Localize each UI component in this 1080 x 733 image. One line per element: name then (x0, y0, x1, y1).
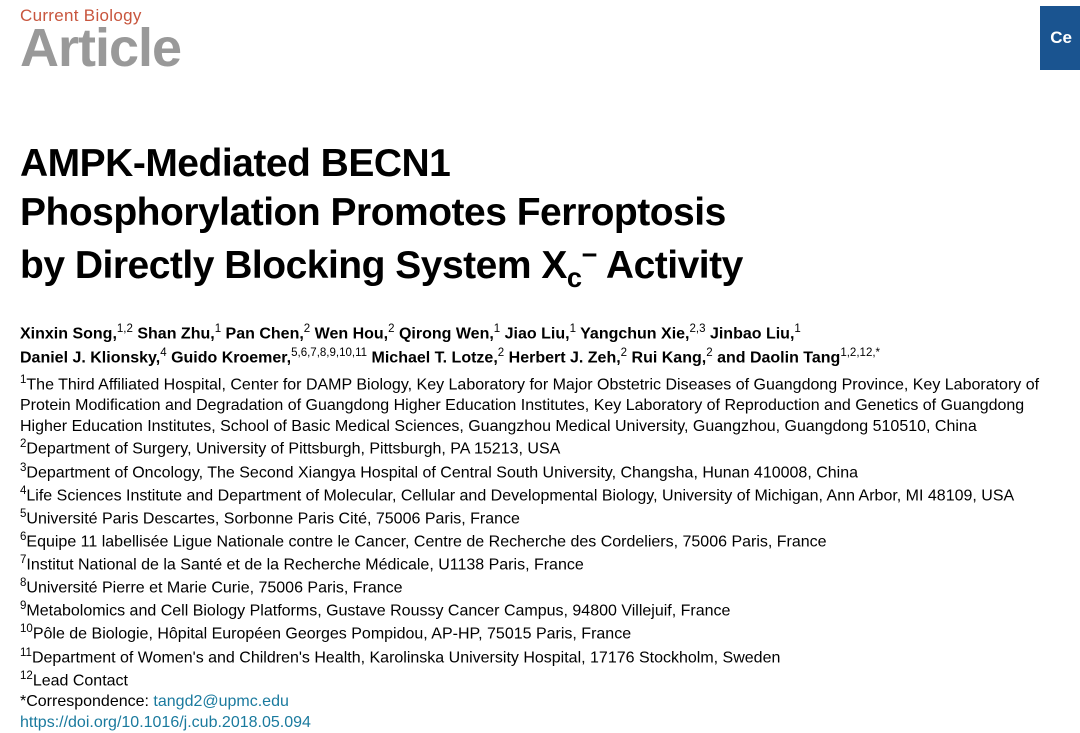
author: Wen Hou, (315, 326, 388, 343)
aff-num: 10 (20, 623, 33, 635)
author: Jinbao Liu, (710, 326, 794, 343)
affiliation-list: 1The Third Affiliated Hospital, Center f… (20, 373, 1060, 733)
author: Jiao Liu, (505, 326, 570, 343)
aff-text: Life Sciences Institute and Department o… (26, 487, 1014, 504)
title-superscript-minus: − (582, 239, 597, 270)
title-line-3b: Activity (597, 244, 743, 287)
corner-badge: Ce (1040, 6, 1080, 70)
affiliation: 5Université Paris Descartes, Sorbonne Pa… (20, 507, 1060, 530)
author-and: and (717, 349, 750, 366)
aff-text: Equipe 11 labellisée Ligue Nationale con… (26, 533, 826, 550)
affiliation: 7Institut National de la Santé et de la … (20, 553, 1060, 576)
author-aff: 1 (794, 323, 800, 335)
author: Pan Chen, (226, 326, 304, 343)
affiliation: 10Pôle de Biologie, Hôpital Européen Geo… (20, 622, 1060, 645)
author: Michael T. Lotze, (372, 349, 498, 366)
affiliation: 3Department of Oncology, The Second Xian… (20, 461, 1060, 484)
affiliation: 2Department of Surgery, University of Pi… (20, 437, 1060, 460)
author-aff: 2 (621, 347, 627, 359)
aff-text: Department of Oncology, The Second Xiang… (26, 464, 858, 481)
doi-link[interactable]: https://doi.org/10.1016/j.cub.2018.05.09… (20, 714, 311, 731)
title-subscript: c (567, 261, 582, 292)
title-line-2: Phosphorylation Promotes Ferroptosis (20, 191, 726, 234)
affiliation: 6Equipe 11 labellisée Ligue Nationale co… (20, 530, 1060, 553)
author-aff: 2 (498, 347, 504, 359)
aff-text: Université Pierre et Marie Curie, 75006 … (26, 579, 402, 596)
affiliation: 1The Third Affiliated Hospital, Center f… (20, 373, 1060, 438)
author-list: Xinxin Song,1,2 Shan Zhu,1 Pan Chen,2 We… (20, 322, 1060, 368)
author-aff: 2 (388, 323, 394, 335)
author: Guido Kroemer, (171, 349, 291, 366)
article-title: AMPK-Mediated BECN1 Phosphorylation Prom… (20, 140, 1060, 294)
author-aff: 2,3 (689, 323, 705, 335)
aff-num: 11 (20, 647, 32, 659)
author: Rui Kang, (632, 349, 707, 366)
author-aff: 1 (570, 323, 576, 335)
correspondence-label: *Correspondence: (20, 693, 153, 710)
aff-text: Institut National de la Santé et de la R… (26, 556, 583, 573)
affiliation: 12Lead Contact (20, 669, 1060, 692)
affiliation: 9Metabolomics and Cell Biology Platforms… (20, 599, 1060, 622)
author-star: * (876, 347, 880, 359)
aff-text: Pôle de Biologie, Hôpital Européen Georg… (33, 626, 631, 643)
author-aff: 5,6,7,8,9,10,11 (291, 347, 367, 359)
author-aff: 2 (304, 323, 310, 335)
aff-text: Department of Surgery, University of Pit… (26, 441, 560, 458)
author: Qirong Wen, (399, 326, 494, 343)
correspondence-email-link[interactable]: tangd2@upmc.edu (153, 693, 288, 710)
author: Xinxin Song, (20, 326, 117, 343)
author-aff: 1,2,12, (840, 347, 875, 359)
aff-num: 12 (20, 670, 33, 682)
author: Shan Zhu, (137, 326, 214, 343)
aff-text: The Third Affiliated Hospital, Center fo… (20, 376, 1039, 435)
author-aff: 1 (494, 323, 500, 335)
affiliation: 4Life Sciences Institute and Department … (20, 484, 1060, 507)
title-line-3a: by Directly Blocking System X (20, 244, 567, 287)
author-aff: 1,2 (117, 323, 133, 335)
author: Yangchun Xie, (580, 326, 689, 343)
aff-text: Lead Contact (33, 672, 128, 689)
aff-text: Department of Women's and Children's Hea… (32, 649, 780, 666)
affiliation: 8Université Pierre et Marie Curie, 75006… (20, 576, 1060, 599)
affiliation: 11Department of Women's and Children's H… (20, 646, 1060, 669)
author-aff: 2 (706, 347, 712, 359)
aff-text: Metabolomics and Cell Biology Platforms,… (26, 603, 730, 620)
title-line-1: AMPK-Mediated BECN1 (20, 142, 450, 185)
article-type-label: Article (20, 21, 1060, 75)
author: Daniel J. Klionsky, (20, 349, 160, 366)
correspondence-line: *Correspondence: tangd2@upmc.edu (20, 692, 1060, 713)
aff-text: Université Paris Descartes, Sorbonne Par… (26, 510, 520, 527)
author: Herbert J. Zeh, (509, 349, 621, 366)
author: Daolin Tang (750, 349, 840, 366)
author-aff: 4 (160, 347, 166, 359)
page-content: Current Biology Article AMPK-Mediated BE… (0, 6, 1080, 733)
author-aff: 1 (215, 323, 221, 335)
